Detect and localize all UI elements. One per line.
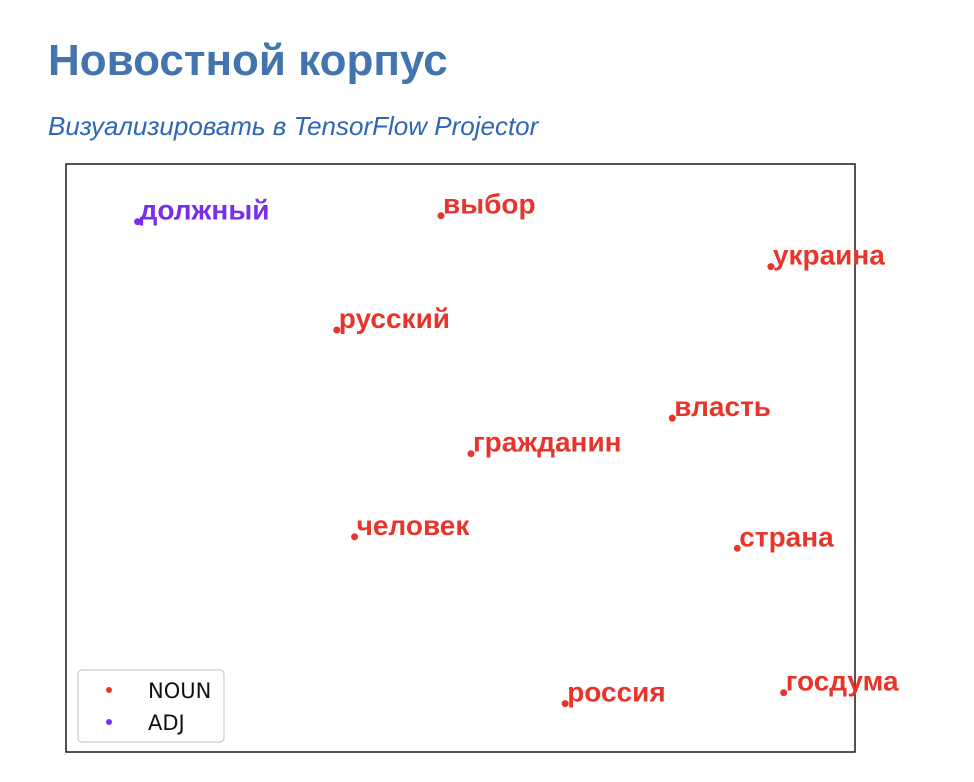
point-label: госдума	[786, 666, 899, 697]
data-point-noun	[733, 544, 741, 552]
point-label: страна	[739, 521, 834, 552]
legend-marker-adj	[106, 719, 112, 725]
data-point-noun	[351, 533, 359, 541]
data-point-noun	[668, 414, 676, 422]
data-point-noun	[561, 700, 569, 708]
data-point-noun	[437, 212, 445, 220]
legend-label-adj: ADJ	[148, 711, 185, 735]
point-label: власть	[674, 391, 771, 422]
legend-marker-noun	[106, 687, 112, 693]
point-label: должный	[140, 195, 270, 226]
point-label: россия	[567, 677, 666, 708]
point-label: человек	[357, 510, 471, 541]
point-label: русский	[339, 303, 450, 334]
legend: NOUN ADJ	[77, 669, 225, 743]
data-point-noun	[467, 450, 475, 458]
data-point-noun	[333, 326, 341, 334]
point-label: выбор	[443, 189, 536, 220]
plot-axes-frame	[65, 163, 856, 753]
legend-label-noun: NOUN	[148, 679, 211, 703]
point-label: украина	[773, 240, 885, 271]
data-point-noun	[780, 689, 788, 697]
point-label: гражданин	[473, 427, 622, 458]
data-point-adj	[134, 218, 142, 226]
data-point-noun	[767, 263, 775, 271]
data-points: выбор украина русский власть гражданин челове…	[134, 189, 899, 708]
page-title: Новостной корпус	[48, 36, 448, 85]
legend-box	[77, 669, 225, 743]
tensorflow-projector-link[interactable]: Визуализировать в TensorFlow Projector	[48, 111, 539, 141]
